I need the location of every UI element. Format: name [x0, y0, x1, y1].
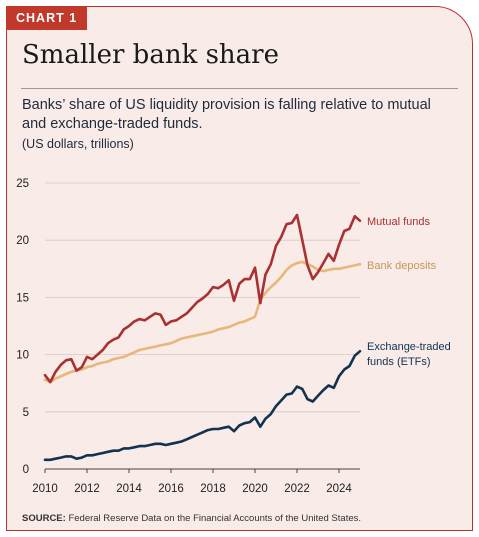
y-tick-label: 20 [16, 235, 29, 247]
y-tick-label: 5 [23, 407, 29, 419]
chart-card [6, 6, 473, 531]
x-tick-label: 2014 [116, 483, 142, 495]
x-tick-label: 2024 [326, 483, 352, 495]
x-axis: 2010 2012 2014 2016 2018 2020 2022 2024 [32, 469, 352, 495]
units-label: (US dollars, trillions) [22, 137, 134, 151]
y-tick-label: 15 [16, 292, 29, 304]
x-tick-label: 2018 [200, 483, 226, 495]
grid-lines [45, 182, 360, 470]
series-label-etf: Exchange-traded funds (ETFs) [367, 341, 454, 368]
series-label-bank: Bank deposits [367, 260, 437, 272]
chart-title: Smaller bank share [22, 40, 279, 70]
series-labels: Mutual funds Bank deposits Exchange-trad… [367, 216, 454, 368]
x-tick-label: 2022 [284, 483, 310, 495]
series-line-etf [43, 349, 362, 462]
title-divider [21, 88, 458, 89]
x-tick-label: 2020 [242, 483, 268, 495]
x-tick-label: 2016 [158, 483, 184, 495]
chart-subtitle: Banks’ share of US liquidity provision i… [22, 97, 431, 132]
y-tick-label: 25 [16, 178, 29, 190]
x-tick-label: 2010 [32, 483, 58, 495]
series-label-etf-line2: funds (ETFs) [367, 356, 431, 368]
y-tick-label: 0 [23, 464, 29, 476]
y-tick-label: 10 [16, 350, 29, 362]
series-label-mutual: Mutual funds [367, 216, 430, 228]
source-note: SOURCE: Federal Reserve Data on the Fina… [22, 513, 361, 524]
source-label: SOURCE: [22, 513, 66, 524]
chart-tag: CHART 1 [6, 6, 88, 30]
y-axis: 0 5 10 15 20 25 [16, 178, 29, 476]
series-line-mutual [43, 213, 362, 384]
series-label-etf-line1: Exchange-traded [367, 341, 451, 353]
series-lines [43, 213, 362, 462]
source-text: Federal Reserve Data on the Financial Ac… [68, 513, 362, 524]
x-tick-label: 2012 [74, 483, 100, 495]
